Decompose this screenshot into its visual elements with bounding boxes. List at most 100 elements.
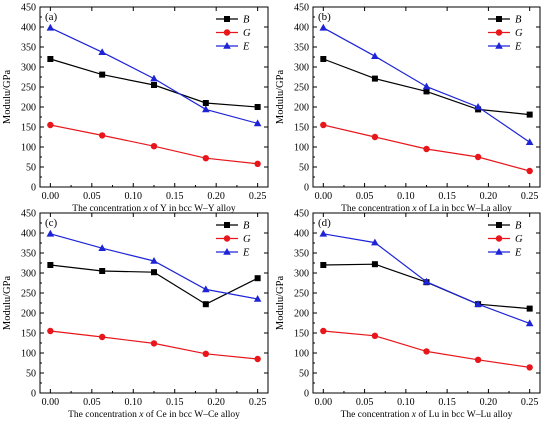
y-tick-label: 150 — [294, 123, 309, 134]
x-axis-label-part: The concentration — [72, 204, 143, 214]
data-point-g — [98, 333, 106, 341]
data-point-g — [526, 167, 533, 175]
y-tick-label: 200 — [21, 309, 36, 320]
y-tick-label: 0 — [31, 389, 36, 400]
data-point-b — [320, 56, 327, 62]
legend-marker — [223, 235, 231, 242]
x-tick-label: 0.25 — [521, 397, 539, 408]
y-tick-label: 400 — [294, 229, 309, 240]
x-tick-label: 0.20 — [480, 397, 498, 408]
legend-label-e: E — [514, 42, 522, 53]
data-point-g — [202, 350, 210, 357]
y-tick-label: 450 — [21, 209, 36, 220]
legend-label-g: G — [515, 28, 523, 39]
x-axis-label-part: of Lu in bcc W–Lu alloy — [416, 409, 513, 420]
y-tick-label: 100 — [294, 143, 309, 154]
y-tick-label: 400 — [294, 23, 309, 34]
x-tick-label: 0.15 — [438, 191, 456, 202]
x-axis-label-part: The concentration — [341, 410, 412, 420]
legend-marker — [495, 29, 503, 36]
data-point-g — [254, 160, 261, 167]
data-point-g — [47, 327, 54, 335]
series-line-b — [323, 263, 530, 310]
panel-label: (a) — [45, 11, 58, 23]
chart-panel-1: 0 50 100 150 200 250 300 350 400 450 0.00 0.05 0.10 0… — [2, 3, 269, 214]
x-tick-label: 0.15 — [166, 191, 184, 202]
data-point-b — [254, 104, 261, 110]
x-tick-label: 0.05 — [83, 397, 101, 408]
y-tick-label: 300 — [294, 269, 309, 280]
data-point-e — [253, 295, 262, 302]
x-axis-label: The concentration x of Y in bcc W–Y allo… — [72, 203, 236, 214]
legend-marker — [496, 222, 502, 228]
y-tick-label: 50 — [26, 369, 36, 380]
x-tick-label: 0.15 — [166, 397, 184, 408]
data-point-g — [371, 133, 379, 141]
legend-label-g: G — [515, 234, 523, 245]
legend-marker — [496, 16, 502, 22]
data-point-e — [46, 23, 55, 31]
legend-marker — [223, 42, 231, 49]
y-tick-label: 350 — [294, 43, 309, 54]
data-point-e — [525, 319, 534, 327]
data-point-e — [422, 82, 431, 90]
y-tick-label: 300 — [21, 269, 36, 280]
y-tick-label: 350 — [21, 249, 36, 260]
x-tick-label: 0.05 — [83, 191, 101, 202]
data-point-g — [474, 153, 482, 161]
legend-label-b: B — [243, 15, 250, 26]
x-axis-label-part: x — [411, 204, 417, 214]
data-point-e — [150, 74, 158, 82]
data-point-e — [319, 23, 328, 31]
x-tick-label: 0.10 — [397, 191, 415, 202]
legend-marker — [223, 248, 231, 255]
plot-frame — [312, 212, 541, 394]
legend-marker — [495, 248, 503, 255]
plot-frame — [39, 6, 269, 188]
x-tick-label: 0.15 — [438, 397, 456, 408]
data-point-b — [99, 268, 106, 274]
data-point-b — [202, 100, 209, 106]
x-tick-label: 0.20 — [480, 191, 498, 202]
data-point-e — [474, 300, 482, 307]
y-tick-label: 400 — [21, 23, 36, 34]
y-tick-label: 0 — [304, 389, 309, 400]
data-point-b — [371, 75, 378, 82]
y-tick-label: 50 — [299, 163, 309, 174]
x-tick-label: 0.10 — [397, 397, 415, 408]
x-tick-label: 0.00 — [315, 397, 333, 408]
x-tick-label: 0.05 — [356, 191, 374, 202]
data-point-g — [320, 327, 327, 335]
x-axis-label-part: The concentration — [341, 204, 412, 214]
data-point-e — [371, 52, 379, 59]
x-axis-label-part: x — [143, 204, 149, 214]
data-point-e — [98, 48, 106, 55]
x-axis-label: The concentration x of Lu in bcc W–Lu al… — [341, 409, 513, 420]
y-axis-label: Modulu/GPa — [275, 70, 286, 125]
legend-label-b: B — [515, 15, 522, 26]
data-point-e — [46, 229, 55, 237]
data-point-g — [150, 143, 158, 150]
y-tick-label: 450 — [21, 3, 36, 14]
chart-panel-2: 0 50 100 150 200 250 300 350 400 450 0.00 0.05 0.10 0… — [275, 3, 541, 214]
y-tick-label: 150 — [21, 329, 36, 340]
data-point-b — [320, 262, 327, 268]
y-tick-label: 100 — [294, 349, 309, 360]
x-axis-label-part: x — [411, 410, 417, 420]
y-tick-label: 250 — [21, 83, 36, 94]
panel-label: (c) — [45, 217, 58, 229]
panel-label: (d) — [318, 217, 331, 229]
data-point-b — [371, 261, 378, 268]
y-axis-label: Modulu/GPa — [2, 70, 13, 125]
data-point-g — [47, 121, 54, 129]
x-tick-label: 0.00 — [42, 191, 60, 202]
y-tick-label: 350 — [21, 43, 36, 54]
data-point-g — [98, 132, 106, 139]
data-point-b — [526, 305, 533, 312]
legend-marker — [223, 29, 231, 36]
legend-label-e: E — [242, 42, 250, 53]
y-tick-label: 450 — [294, 3, 309, 14]
series-line-e — [50, 233, 258, 300]
data-point-g — [202, 155, 210, 162]
